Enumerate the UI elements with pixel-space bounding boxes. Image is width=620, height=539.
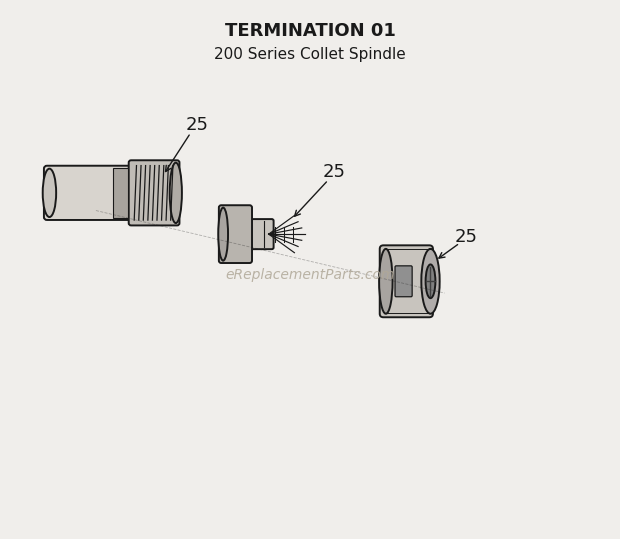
- Text: 200 Series Collet Spindle: 200 Series Collet Spindle: [214, 47, 406, 62]
- FancyBboxPatch shape: [129, 160, 179, 225]
- Text: 25: 25: [185, 116, 208, 134]
- Text: 25: 25: [454, 228, 477, 246]
- FancyBboxPatch shape: [219, 219, 273, 249]
- Ellipse shape: [425, 265, 435, 298]
- Ellipse shape: [170, 163, 182, 223]
- Text: 25: 25: [323, 163, 346, 181]
- FancyBboxPatch shape: [44, 165, 137, 220]
- Text: TERMINATION 01: TERMINATION 01: [224, 22, 396, 40]
- Ellipse shape: [422, 249, 440, 314]
- FancyBboxPatch shape: [113, 168, 128, 218]
- FancyBboxPatch shape: [219, 205, 252, 263]
- FancyBboxPatch shape: [379, 245, 433, 317]
- Text: eReplacementParts.com: eReplacementParts.com: [225, 268, 395, 282]
- Ellipse shape: [379, 249, 392, 314]
- FancyBboxPatch shape: [395, 266, 412, 297]
- Ellipse shape: [218, 208, 228, 261]
- Ellipse shape: [43, 169, 56, 217]
